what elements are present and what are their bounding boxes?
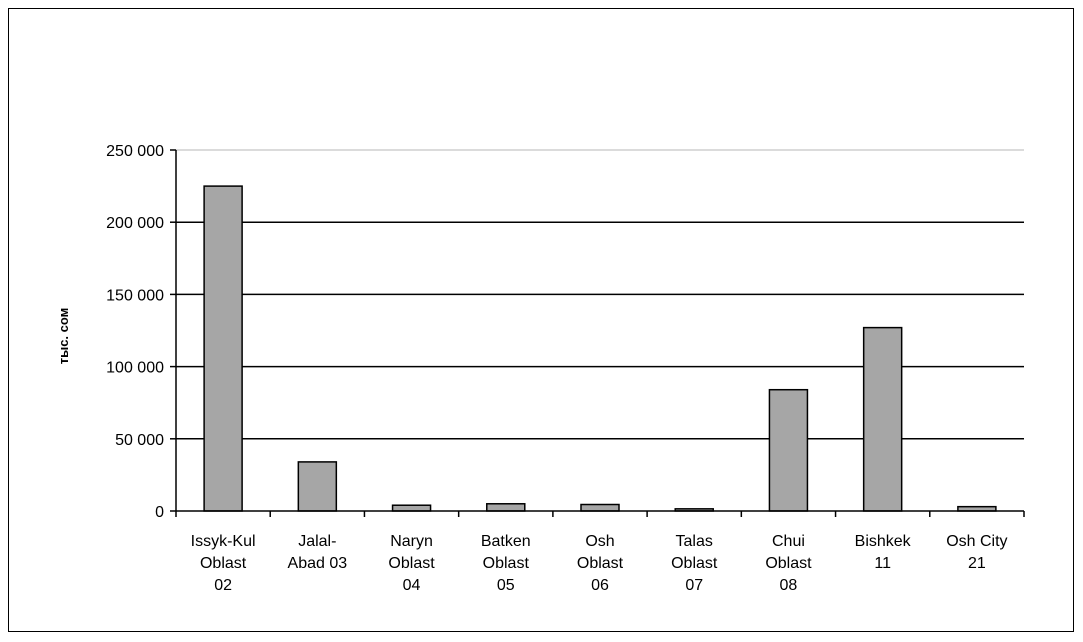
x-category-label: Naryn Oblast 04 — [388, 533, 435, 594]
x-category-label: Bishkek 11 — [855, 533, 912, 572]
x-category-label: Osh Oblast 06 — [577, 533, 624, 594]
x-category-labels: Issyk-Kul Oblast 02 Jalal-Abad 03 Naryn Oblas… — [191, 533, 1008, 594]
bar — [862, 326, 903, 512]
y-tick-label: 150 000 — [106, 287, 164, 304]
bar — [768, 388, 809, 512]
y-tick-label: 0 — [155, 504, 164, 521]
bar — [297, 461, 338, 512]
x-category-label: Talas Oblast 07 — [671, 533, 718, 594]
y-tick-label: 250 000 — [106, 143, 164, 160]
x-category-label: Osh City 21 — [946, 533, 1007, 572]
x-category-label: Batken Oblast 05 — [481, 533, 531, 594]
y-axis-label: тыс. сом — [56, 308, 71, 365]
y-tick-label: 50 000 — [115, 432, 164, 449]
x-category-label: Jalal-Abad 03 — [288, 533, 348, 572]
x-category-label: Issyk-Kul Oblast 02 — [191, 533, 256, 594]
bar — [203, 185, 243, 512]
bar — [486, 503, 526, 512]
bars — [203, 185, 997, 512]
y-tick-labels: 0 50 000 100 000 150 000 200 000 250 000 — [106, 143, 164, 521]
y-tick-label: 200 000 — [106, 215, 164, 232]
bar — [391, 504, 432, 512]
axes — [170, 149, 1025, 517]
y-tick-label: 100 000 — [106, 360, 164, 377]
bar — [580, 503, 620, 512]
chart-frame — [8, 8, 1074, 632]
x-category-label: Chui Oblast 08 — [765, 533, 812, 594]
